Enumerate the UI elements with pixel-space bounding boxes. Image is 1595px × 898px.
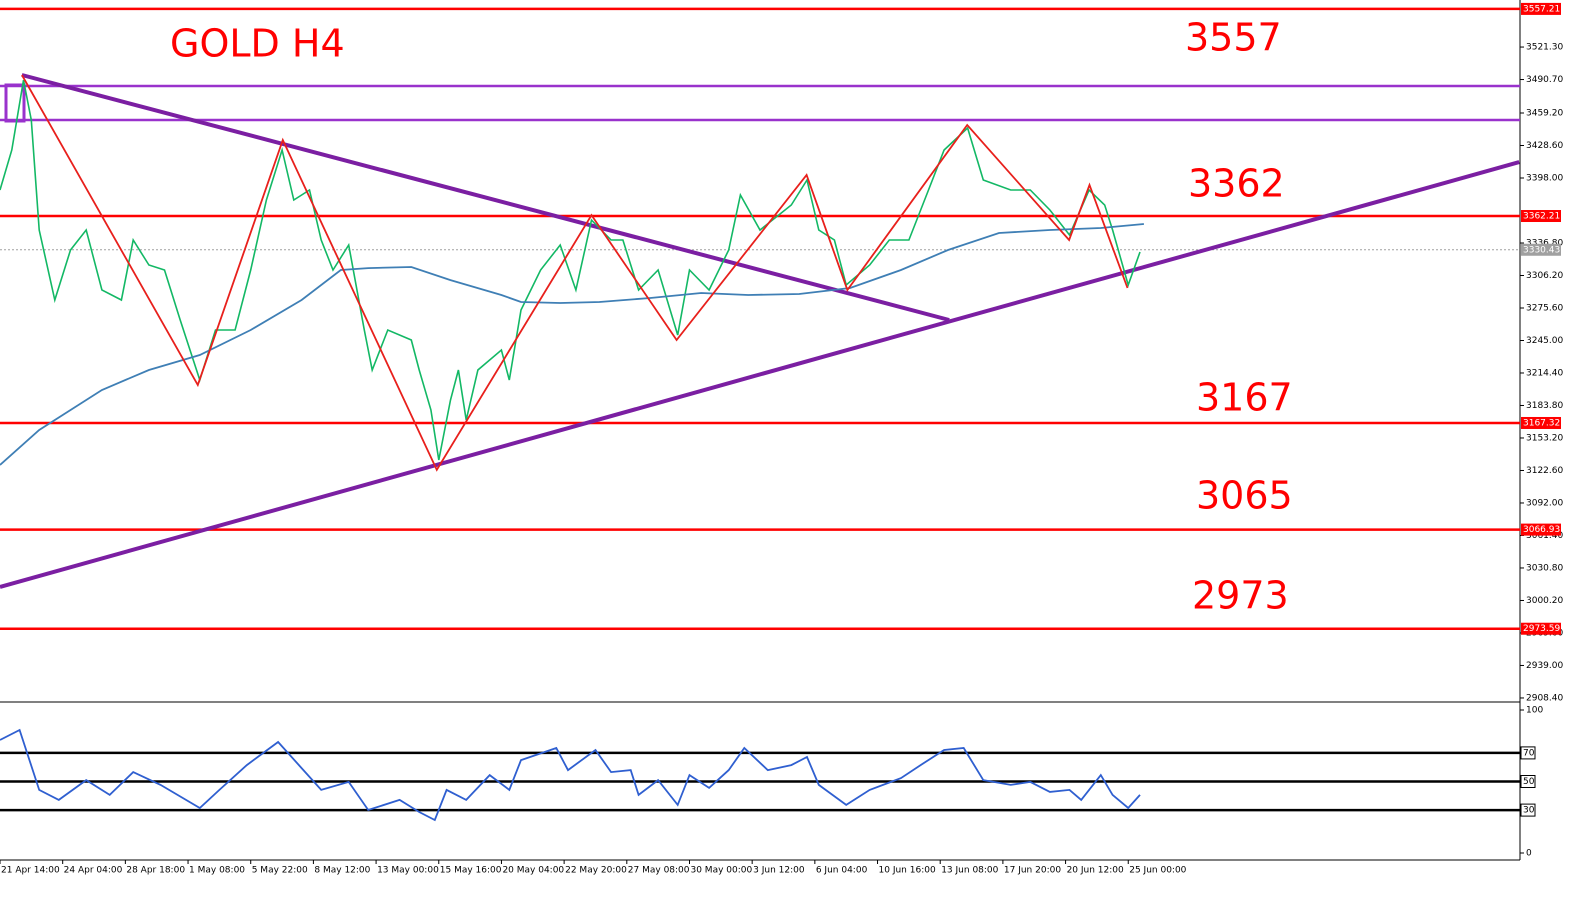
- level-tag: [1521, 416, 1561, 429]
- x-tick-label: 17 Jun 20:00: [1004, 866, 1061, 876]
- y-tick-label: 2939.00: [1526, 661, 1563, 671]
- level-tag-label: 50: [1523, 777, 1535, 787]
- level-tag-label: 2973.59: [1523, 624, 1560, 634]
- level-tag-label: 3330.43: [1523, 245, 1560, 255]
- trendline: [0, 160, 1520, 589]
- y-tick-label: 3490.70: [1526, 75, 1563, 85]
- series-line: [0, 223, 1144, 466]
- x-tick-label: 6 Jun 04:00: [816, 866, 868, 876]
- y-tick-label: 3000.20: [1526, 596, 1563, 606]
- series-line: [21, 74, 1129, 472]
- y-tick-label: 0: [1526, 848, 1532, 858]
- level-tag-label: 3167.32: [1523, 418, 1560, 428]
- level-tag: [1520, 803, 1536, 817]
- level-tag: [1521, 243, 1561, 256]
- level-tag-label: 30: [1523, 806, 1535, 816]
- y-tick-label: 3275.60: [1526, 303, 1563, 313]
- level-tag-label: 3557.21: [1523, 4, 1560, 14]
- x-tick-label: 13 May 00:00: [377, 866, 439, 876]
- level-tag: [1521, 523, 1561, 536]
- x-tick-label: 15 May 16:00: [440, 866, 502, 876]
- y-tick-label: 3214.40: [1526, 368, 1563, 378]
- x-tick-label: 8 May 12:00: [314, 866, 370, 876]
- x-tick-label: 20 Jun 12:00: [1067, 866, 1124, 876]
- x-tick-label: 1 May 08:00: [189, 866, 245, 876]
- level-tag: [1520, 775, 1536, 788]
- level-tag: [1521, 2, 1561, 15]
- series-line: [0, 79, 1141, 461]
- x-tick-label: 27 May 08:00: [628, 866, 690, 876]
- y-tick-label: 3306.20: [1526, 271, 1563, 281]
- y-tick-label: 3245.00: [1526, 336, 1563, 346]
- level-tag: [1521, 210, 1561, 223]
- x-tick-label: 10 Jun 16:00: [879, 866, 936, 876]
- level-tag-label: 3362.21: [1523, 212, 1560, 222]
- y-tick-label: 3153.20: [1526, 433, 1563, 443]
- y-tick-label: 3521.30: [1526, 43, 1563, 53]
- x-tick-label: 13 Jun 08:00: [941, 866, 998, 876]
- x-tick-label: 30 May 00:00: [690, 866, 752, 876]
- y-tick-label: 3336.80: [1526, 238, 1563, 248]
- y-tick-label: 3183.80: [1526, 401, 1563, 411]
- level-tag-label: 3066.93: [1523, 525, 1560, 535]
- level-annotation: 3362: [1188, 162, 1285, 206]
- x-tick-label: 20 May 04:00: [502, 866, 564, 876]
- trendline: [21, 73, 950, 322]
- level-annotation: 3557: [1185, 16, 1282, 60]
- level-annotation: 3065: [1196, 474, 1293, 518]
- x-tick-label: 3 Jun 12:00: [753, 866, 805, 876]
- x-tick-label: 21 Apr 14:00: [1, 866, 60, 876]
- y-tick-label: 3030.80: [1526, 563, 1563, 573]
- y-tick-label: 100: [1526, 706, 1543, 716]
- x-tick-label: 25 Jun 00:00: [1129, 866, 1186, 876]
- y-tick-label: 3459.20: [1526, 108, 1563, 118]
- y-tick-label: 3428.60: [1526, 141, 1563, 151]
- level-annotation: 3167: [1196, 376, 1293, 420]
- y-tick-label: 3122.60: [1526, 466, 1563, 476]
- x-tick-label: 5 May 22:00: [252, 866, 308, 876]
- chart-title: GOLD H4: [170, 22, 345, 66]
- x-tick-label: 24 Apr 04:00: [64, 866, 123, 876]
- level-annotation: 2973: [1192, 574, 1289, 618]
- level-tag: [1521, 622, 1561, 635]
- level-tag-label: 70: [1523, 748, 1535, 758]
- x-tick-label: 28 Apr 18:00: [126, 866, 185, 876]
- level-tag: [1520, 746, 1536, 760]
- y-tick-label: 3092.00: [1526, 498, 1563, 508]
- y-tick-label: 2908.40: [1526, 693, 1563, 703]
- series-line: [0, 728, 1141, 822]
- x-tick-label: 22 May 20:00: [565, 866, 627, 876]
- y-tick-label: 3061.40: [1526, 531, 1563, 541]
- y-tick-label: 3398.00: [1526, 173, 1563, 183]
